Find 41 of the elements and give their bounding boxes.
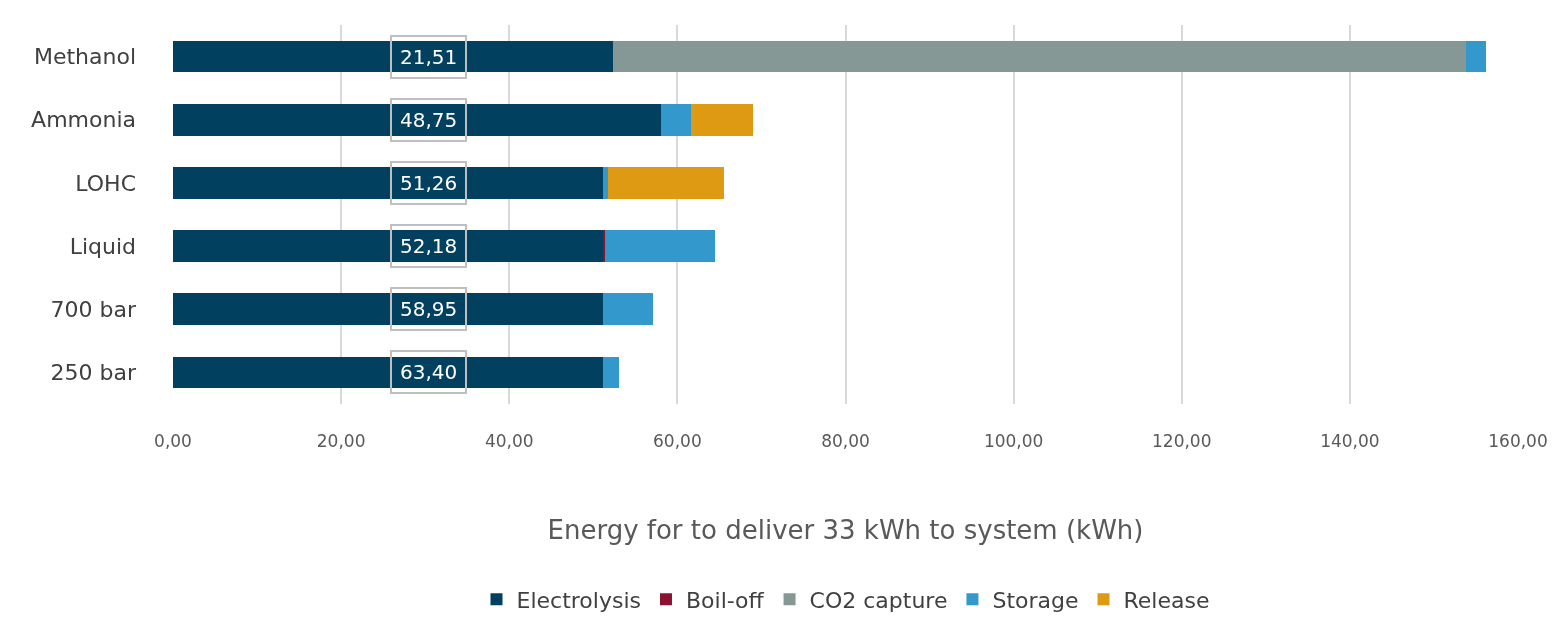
- bar: [173, 103, 661, 136]
- bar: [1465, 40, 1487, 73]
- annotation: 48,75: [400, 108, 458, 132]
- y-tick-label: Methanol: [33, 44, 136, 70]
- y-tick-label: Liquid: [69, 233, 136, 259]
- legend-label: Electrolysis: [516, 587, 641, 613]
- legend-label: Release: [1123, 587, 1210, 613]
- legend-label: Storage: [992, 587, 1079, 613]
- bar: [602, 293, 653, 326]
- legend-label: Boil-off: [685, 587, 765, 613]
- y-tick-label: Ammonia: [31, 107, 136, 133]
- bar: [690, 103, 754, 136]
- bar: [173, 40, 614, 73]
- annotation: 21,51: [400, 45, 458, 69]
- x-tick-label: 60,00: [653, 431, 702, 451]
- bar: [602, 356, 620, 389]
- x-tick-label: 160,00: [1488, 431, 1548, 451]
- legend-label: CO2 capture: [809, 587, 948, 613]
- bar: [660, 103, 691, 136]
- annotation: 63,40: [400, 360, 458, 384]
- bar: [173, 167, 603, 199]
- bar: [605, 230, 716, 262]
- bar: [173, 293, 603, 326]
- x-axis-title: Energy for to deliver 33 kWh to system (kWh): [547, 514, 1144, 545]
- bar: [608, 167, 725, 199]
- annotation: 52,18: [400, 234, 458, 258]
- annotation: 58,95: [400, 297, 458, 321]
- bar: [173, 356, 603, 389]
- y-tick-label: LOHC: [75, 170, 136, 196]
- x-tick-label: 80,00: [821, 431, 870, 451]
- bar: [613, 40, 1466, 73]
- x-tick-label: 100,00: [983, 431, 1044, 451]
- x-tick-label: 140,00: [1320, 431, 1380, 451]
- y-tick-label: 700 bar: [50, 296, 137, 322]
- x-tick-label: 0,00: [154, 431, 192, 451]
- y-tick-label: 250 bar: [50, 360, 137, 386]
- annotation: 51,26: [400, 171, 458, 195]
- bar: [173, 230, 603, 262]
- x-tick-label: 120,00: [1152, 431, 1212, 451]
- x-tick-label: 20,00: [316, 431, 366, 451]
- x-tick-label: 40,00: [484, 431, 534, 451]
